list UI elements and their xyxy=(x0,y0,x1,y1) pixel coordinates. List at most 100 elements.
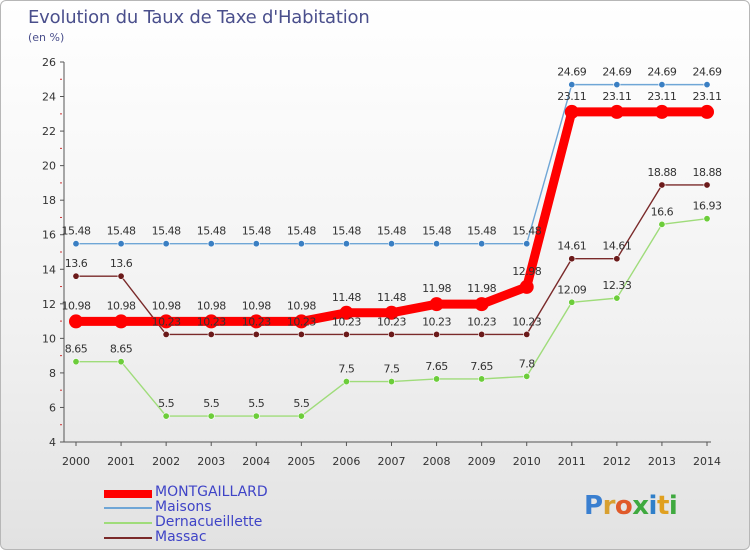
data-label: 10.23 xyxy=(512,315,541,328)
data-label: 10.23 xyxy=(377,315,406,328)
data-point xyxy=(703,215,711,223)
data-label: 15.48 xyxy=(242,225,271,238)
data-point xyxy=(613,294,621,302)
legend-label: MONTGAILLARD xyxy=(155,484,268,500)
x-tick-label: 2004 xyxy=(242,455,270,468)
data-point xyxy=(297,412,305,420)
data-label: 23.11 xyxy=(693,90,722,103)
data-point xyxy=(433,330,441,338)
data-point xyxy=(658,81,666,89)
y-tick-label: 4 xyxy=(49,436,56,449)
logo-letter: t xyxy=(656,491,669,521)
data-label: 5.5 xyxy=(293,397,309,410)
data-point xyxy=(654,104,669,119)
data-label: 8.65 xyxy=(65,343,88,356)
y-tick-label: 26 xyxy=(42,56,56,69)
data-point xyxy=(387,240,395,248)
data-point xyxy=(339,305,354,320)
data-point xyxy=(72,272,80,280)
data-label: 13.6 xyxy=(65,257,88,270)
chart-unit-label: (en %) xyxy=(28,31,65,44)
data-label: 10.23 xyxy=(467,315,496,328)
data-point xyxy=(703,81,711,89)
x-tick-label: 2010 xyxy=(513,455,541,468)
data-label: 23.11 xyxy=(557,90,586,103)
data-label: 15.48 xyxy=(62,225,91,238)
x-tick-label: 2001 xyxy=(107,455,135,468)
data-point xyxy=(568,298,576,306)
data-label: 5.5 xyxy=(203,397,219,410)
data-point xyxy=(162,330,170,338)
data-point xyxy=(568,81,576,89)
data-point xyxy=(523,330,531,338)
x-tick-label: 2003 xyxy=(197,455,225,468)
data-point xyxy=(207,412,215,420)
data-point xyxy=(297,330,305,338)
data-point xyxy=(207,240,215,248)
data-point xyxy=(478,330,486,338)
data-point xyxy=(297,240,305,248)
data-point xyxy=(568,255,576,263)
data-point xyxy=(609,104,624,119)
data-label: 10.23 xyxy=(152,315,181,328)
data-label: 15.48 xyxy=(287,225,316,238)
x-tick-label: 2005 xyxy=(287,455,315,468)
legend-swatch xyxy=(104,522,152,524)
logo-letter: i xyxy=(668,491,678,521)
data-point xyxy=(69,314,83,329)
data-label: 16.6 xyxy=(651,205,674,218)
data-label: 10.23 xyxy=(242,315,271,328)
data-point xyxy=(342,378,350,386)
data-label: 15.48 xyxy=(377,225,406,238)
data-label: 10.98 xyxy=(197,299,226,312)
data-point xyxy=(117,272,125,280)
legend-label: Dernacueillette xyxy=(155,514,263,530)
data-point xyxy=(249,314,264,329)
logo-letter: i xyxy=(648,491,658,521)
data-label: 7.8 xyxy=(519,357,535,370)
data-label: 12.98 xyxy=(512,265,541,278)
data-point xyxy=(429,297,444,312)
data-point xyxy=(523,240,531,248)
data-label: 15.48 xyxy=(422,225,451,238)
legend-label: Maisons xyxy=(155,499,212,515)
data-point xyxy=(207,330,215,338)
data-label: 8.65 xyxy=(110,343,133,356)
data-point xyxy=(387,378,395,386)
proxiti-logo: Proxiti xyxy=(584,491,678,521)
data-point xyxy=(204,314,219,329)
y-tick-label: 22 xyxy=(42,125,56,138)
data-label: 11.48 xyxy=(377,291,406,304)
x-tick-label: 2014 xyxy=(693,455,721,468)
data-label: 10.98 xyxy=(107,299,136,312)
data-label: 24.69 xyxy=(647,66,676,79)
data-label: 16.93 xyxy=(693,200,722,213)
data-point xyxy=(700,104,714,119)
x-tick-label: 2013 xyxy=(648,455,676,468)
data-point xyxy=(478,375,486,383)
data-label: 18.88 xyxy=(693,166,722,179)
y-tick-label: 24 xyxy=(42,91,56,104)
data-point xyxy=(72,240,80,248)
x-tick-label: 2008 xyxy=(423,455,451,468)
data-point xyxy=(703,181,711,189)
data-point xyxy=(613,81,621,89)
data-label: 10.98 xyxy=(242,299,271,312)
data-label: 18.88 xyxy=(647,166,676,179)
data-label: 11.48 xyxy=(332,291,361,304)
logo-letter: r xyxy=(602,491,616,521)
data-point xyxy=(433,240,441,248)
data-label: 7.5 xyxy=(384,363,400,376)
x-tick-label: 2012 xyxy=(603,455,631,468)
data-label: 10.23 xyxy=(422,315,451,328)
data-label: 15.48 xyxy=(197,225,226,238)
data-point xyxy=(564,104,579,119)
data-point xyxy=(523,372,531,380)
data-point xyxy=(342,240,350,248)
data-point xyxy=(252,240,260,248)
data-label: 24.69 xyxy=(693,66,722,79)
data-label: 15.48 xyxy=(467,225,496,238)
data-label: 10.98 xyxy=(62,299,91,312)
data-label: 11.98 xyxy=(422,282,451,295)
